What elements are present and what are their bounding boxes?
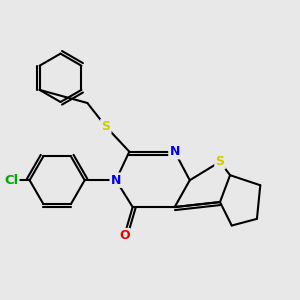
Text: N: N [111,174,121,187]
Text: Cl: Cl [4,174,18,187]
Text: O: O [119,229,130,242]
Text: S: S [101,120,110,133]
Text: N: N [169,145,180,158]
Text: S: S [215,155,224,168]
